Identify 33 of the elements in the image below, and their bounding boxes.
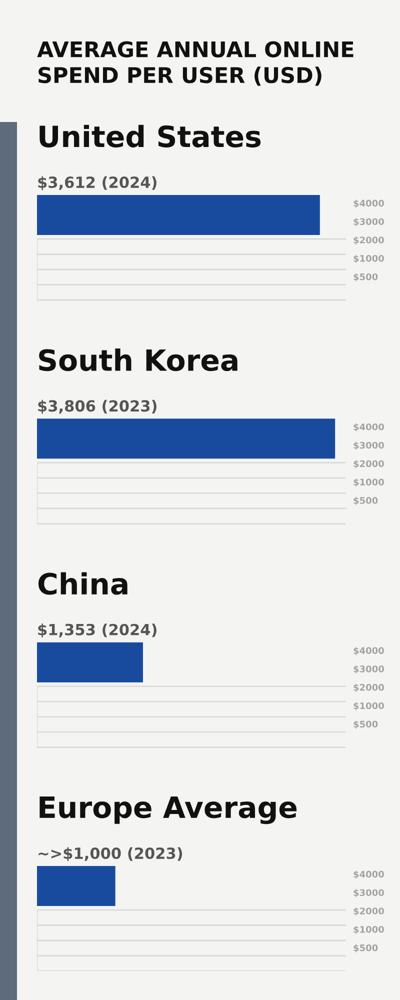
data-label: $3,612 (2024) [38,176,156,190]
bar [37,418,336,459]
data-label: ~>$1,000 (2023) [38,847,182,862]
text: $1000 [354,478,384,487]
text: $3000 [354,665,384,674]
y-tick-label: United States [40,124,261,148]
bar [37,195,320,235]
text: $1000 [354,254,384,264]
text: $4000 [354,870,384,879]
text: $1000 [354,702,384,710]
y-tick-label: South Korea [39,348,238,372]
text: $2000 [354,684,384,692]
text: $2000 [354,236,384,245]
text: $3000 [354,889,384,898]
text: $4000 [354,200,384,208]
text: $2000 [354,907,384,916]
text: $500 [354,496,378,506]
data-label: $1,353 (2024) [38,624,156,638]
text: $500 [354,720,378,729]
bar [37,642,143,682]
text: AVERAGE ANNUAL ONLINE SPEND PER USER (USD) [37,41,354,86]
text: $4000 [354,423,384,432]
text: $3000 [354,218,384,226]
text: $500 [354,273,378,282]
bar [37,866,116,906]
text: $1000 [354,926,384,934]
y-tick-label: Europe Average [40,796,297,824]
y-tick-label: China [38,572,128,595]
text: $3000 [354,442,384,450]
data-label: $3,806 (2023) [38,400,156,414]
text: $2000 [354,460,384,468]
text: $4000 [354,646,384,656]
text: $500 [354,944,378,952]
